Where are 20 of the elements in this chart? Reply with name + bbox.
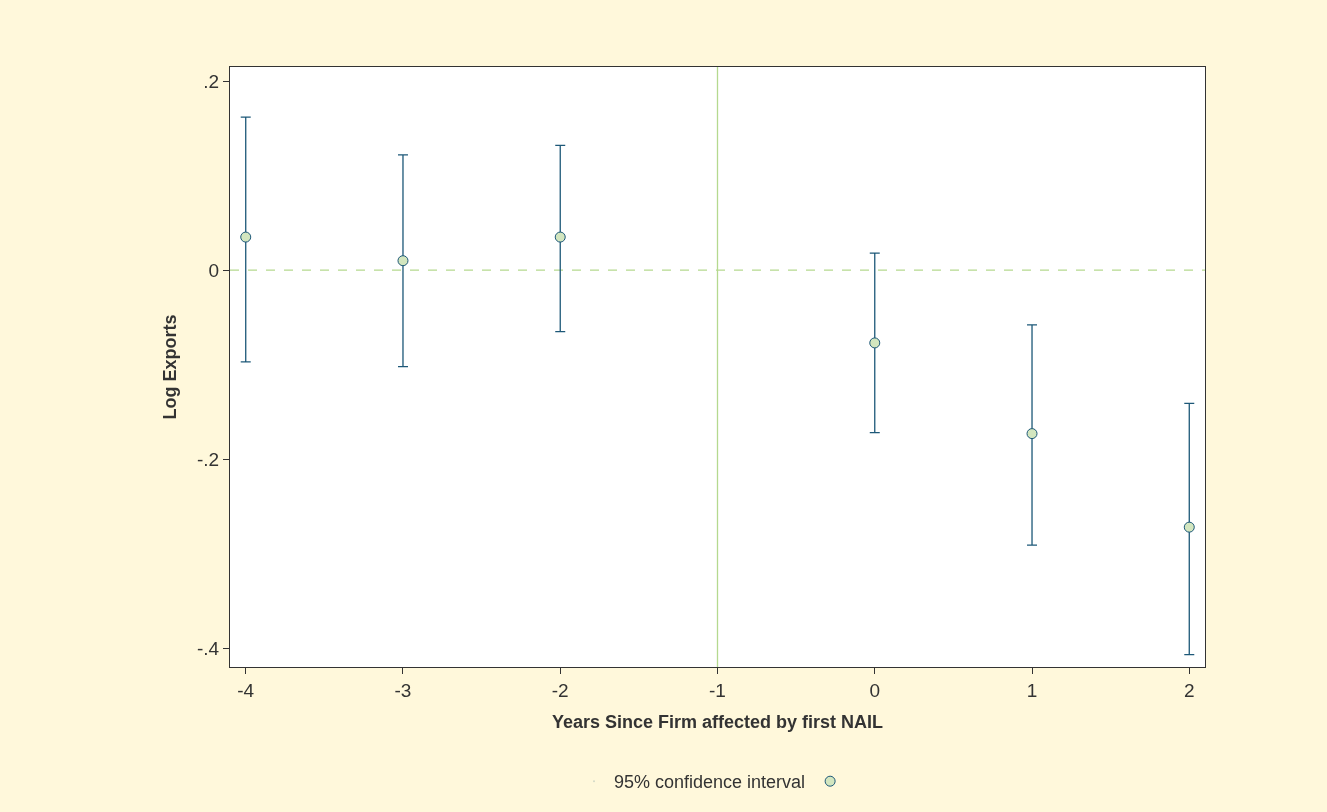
legend-label: 95% confidence interval (614, 772, 806, 793)
point (554, 231, 566, 243)
y-axis-title: Log Exports (160, 314, 181, 420)
y-tick-label: 0 (208, 259, 220, 281)
y-tick-label: .2 (203, 70, 220, 92)
x-tick-label: -4 (237, 679, 255, 701)
point (1026, 428, 1038, 440)
y-tick-label: -.4 (197, 637, 220, 659)
x-tick-label: 1 (1026, 679, 1038, 701)
point (240, 231, 252, 243)
point (397, 255, 409, 267)
x-axis-title: Years Since Firm affected by first NAIL (551, 711, 884, 732)
y-tick-label: -.2 (197, 448, 220, 470)
point (1183, 521, 1195, 533)
x-tick-label: -1 (709, 679, 726, 701)
x-tick-label: -2 (551, 679, 569, 701)
point (869, 337, 881, 349)
x-tick-label: 0 (869, 679, 881, 701)
x-tick-label: -3 (394, 679, 412, 701)
x-tick-label: 2 (1183, 679, 1195, 701)
